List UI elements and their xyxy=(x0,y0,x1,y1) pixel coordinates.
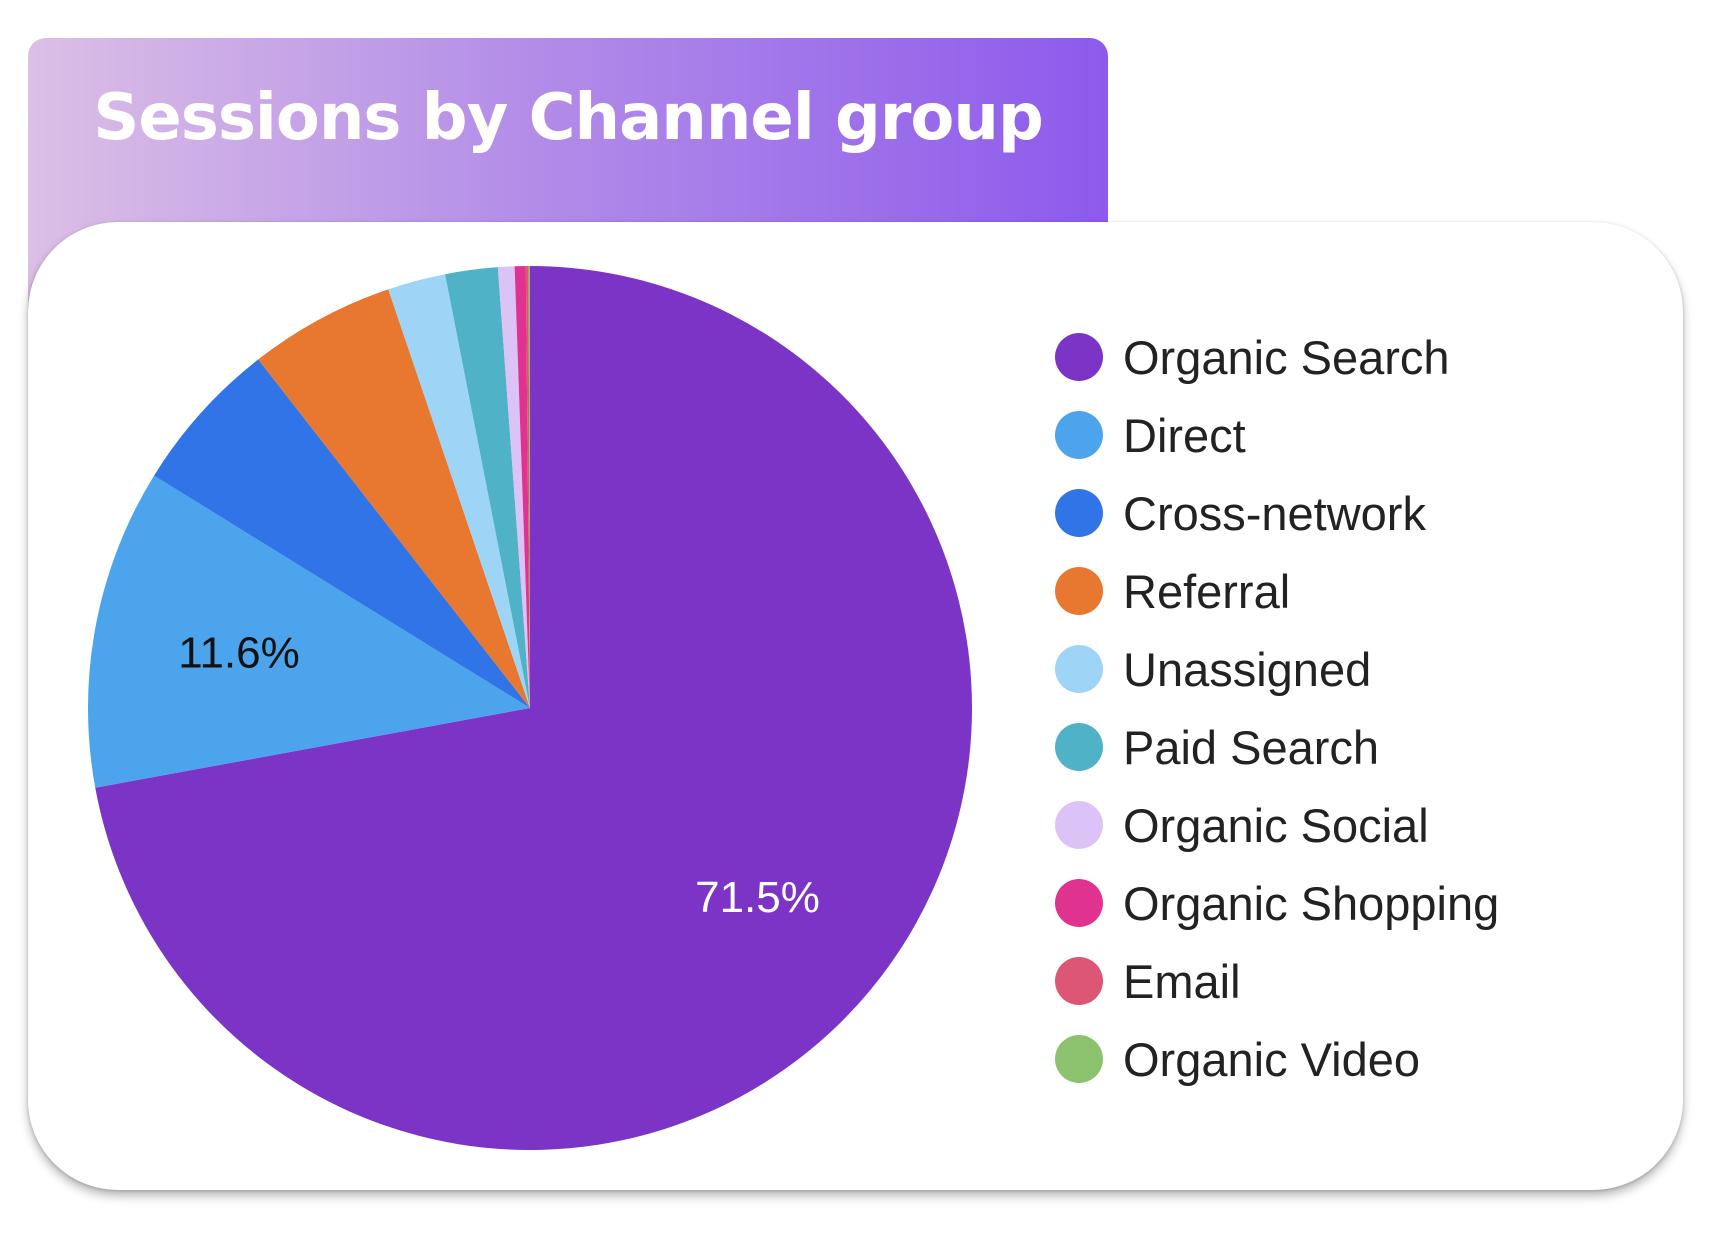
legend-item-organic-shopping[interactable]: Organic Shopping xyxy=(1055,864,1499,942)
legend-item-paid-search[interactable]: Paid Search xyxy=(1055,708,1499,786)
legend-item-direct[interactable]: Direct xyxy=(1055,396,1499,474)
legend-item-cross-network[interactable]: Cross-network xyxy=(1055,474,1499,552)
pie-slice-paid-search[interactable] xyxy=(445,267,530,708)
legend-item-unassigned[interactable]: Unassigned xyxy=(1055,630,1499,708)
pie-slice-direct[interactable] xyxy=(87,475,530,788)
legend-swatch xyxy=(1055,957,1103,1005)
legend-swatch xyxy=(1055,567,1103,615)
pie-slice-organic-social[interactable] xyxy=(497,266,530,708)
legend-label: Organic Shopping xyxy=(1123,876,1500,930)
legend-label: Organic Search xyxy=(1123,330,1450,384)
legend-swatch xyxy=(1055,411,1103,459)
pie-slice-email[interactable] xyxy=(525,266,530,708)
legend-swatch xyxy=(1055,801,1103,849)
pie-slice-organic-video[interactable] xyxy=(528,265,530,708)
slice-label-organic-search: 71.5% xyxy=(695,873,820,922)
legend-item-referral[interactable]: Referral xyxy=(1055,552,1499,630)
legend-item-email[interactable]: Email xyxy=(1055,942,1499,1020)
pie-slice-organic-search[interactable] xyxy=(95,266,972,1151)
slice-label-direct: 11.6% xyxy=(178,629,300,678)
legend-item-organic-video[interactable]: Organic Video xyxy=(1055,1020,1499,1098)
legend-swatch xyxy=(1055,1035,1103,1083)
legend-swatch xyxy=(1055,489,1103,537)
legend-label: Email xyxy=(1123,954,1241,1008)
legend-label: Direct xyxy=(1123,408,1246,462)
legend-label: Cross-network xyxy=(1123,486,1426,540)
pie-slice-cross-network[interactable] xyxy=(154,359,531,708)
legend-item-organic-social[interactable]: Organic Social xyxy=(1055,786,1499,864)
legend-label: Paid Search xyxy=(1123,720,1380,774)
legend-swatch xyxy=(1055,879,1103,927)
legend-label: Referral xyxy=(1123,564,1291,618)
legend-label: Unassigned xyxy=(1123,642,1372,696)
legend-item-organic-search[interactable]: Organic Search xyxy=(1055,318,1499,396)
legend-label: Organic Video xyxy=(1123,1032,1420,1086)
pie-slice-referral[interactable] xyxy=(258,289,530,708)
pie-slice-unassigned[interactable] xyxy=(388,274,530,708)
legend-swatch xyxy=(1055,645,1103,693)
chart-legend: Organic Search Direct Cross-network Referra… xyxy=(1055,318,1499,1098)
legend-label: Organic Social xyxy=(1123,798,1429,852)
pie-slice-organic-shopping[interactable] xyxy=(514,266,530,708)
legend-swatch xyxy=(1055,723,1103,771)
legend-swatch xyxy=(1055,333,1103,381)
chart-title: Sessions by Channel group xyxy=(93,81,1044,155)
